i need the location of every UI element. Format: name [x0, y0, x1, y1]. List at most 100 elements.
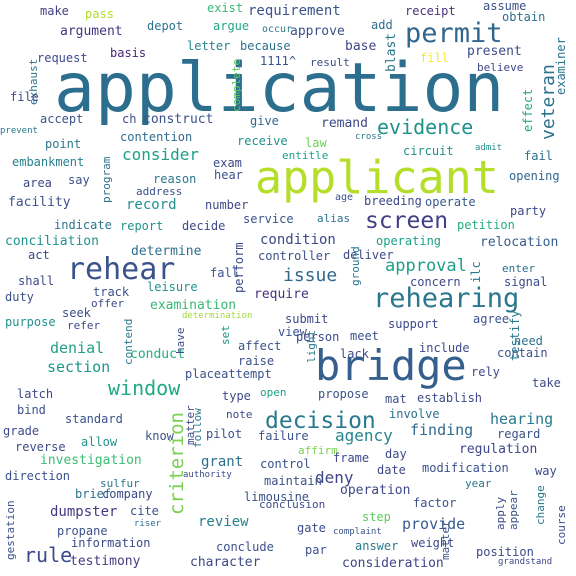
- word-because: because: [240, 39, 291, 53]
- word-permit: permit: [405, 18, 503, 49]
- word-modification: modification: [422, 461, 509, 475]
- word-purpose: purpose: [5, 315, 56, 329]
- word-conclusion: conclusion: [259, 498, 326, 511]
- word-requirement: requirement: [248, 3, 341, 19]
- word-request: request: [37, 51, 88, 65]
- word-report: report: [120, 219, 164, 233]
- word-propane: propane: [57, 524, 108, 538]
- word-party: party: [510, 204, 547, 218]
- word-pilot: pilot: [206, 427, 243, 441]
- word-testify: testify: [508, 310, 522, 361]
- word-accept: accept: [40, 112, 84, 126]
- word-grade: grade: [3, 424, 40, 438]
- word-contend: contend: [122, 318, 135, 365]
- word-seek: seek: [62, 306, 91, 320]
- word-basis: basis: [110, 46, 147, 60]
- word-ilc: ilc: [469, 261, 483, 283]
- word-appear: appear: [507, 490, 520, 530]
- word-obtain: obtain: [502, 10, 546, 24]
- word-examiner: examiner: [554, 37, 568, 95]
- word-occur: occur: [262, 24, 293, 35]
- word-effect: effect: [521, 88, 535, 132]
- word-riser: riser: [134, 519, 162, 529]
- word-latch: latch: [17, 387, 54, 401]
- word-condition: condition: [260, 232, 336, 248]
- word-view: view: [278, 325, 307, 339]
- word-placeattempt: placeattempt: [185, 367, 272, 381]
- word-gate: gate: [297, 521, 326, 535]
- word-argument: argument: [60, 24, 123, 39]
- word-signal: signal: [504, 275, 548, 289]
- word-note: note: [226, 408, 253, 421]
- word-breeding: breeding: [364, 194, 422, 208]
- word-age: age: [335, 192, 354, 203]
- word-bind: bind: [17, 403, 46, 417]
- word-leisure: leisure: [147, 280, 198, 294]
- word-gestation: gestation: [4, 500, 17, 560]
- word-light: light: [305, 329, 318, 363]
- word-regard: regard: [497, 427, 541, 441]
- word-take: take: [532, 376, 561, 390]
- word-hearing: hearing: [490, 410, 554, 428]
- word-address: address: [136, 185, 183, 198]
- word-date: date: [377, 463, 406, 477]
- word-lack: lack: [340, 347, 369, 361]
- word-area: area: [23, 176, 52, 190]
- word-allow: allow: [81, 435, 118, 449]
- word-admit: admit: [475, 143, 503, 153]
- word-investigation: investigation: [40, 453, 142, 468]
- word-1111-: 1111^: [260, 54, 297, 68]
- word-require: require: [254, 287, 309, 302]
- word-authority: authority: [183, 470, 232, 480]
- word-include: include: [419, 341, 470, 355]
- word-add: add: [371, 18, 393, 32]
- word-day: day: [385, 447, 407, 461]
- word-character: character: [190, 555, 261, 570]
- word-petition: petition: [457, 218, 515, 232]
- word-fall: fall: [210, 266, 239, 280]
- word-grandstand: grandstand: [498, 557, 553, 567]
- word-reverse: reverse: [15, 440, 66, 454]
- word-conciliation: conciliation: [5, 234, 99, 249]
- word-applicant: applicant: [255, 151, 499, 204]
- word-operating: operating: [376, 234, 442, 248]
- word-affirm: affirm: [298, 444, 338, 457]
- word-rehear: rehear: [67, 252, 176, 287]
- word-affect: affect: [238, 339, 282, 353]
- word-reason: reason: [153, 172, 197, 186]
- word-conduct: conduct: [130, 347, 185, 362]
- word-year: year: [465, 477, 492, 490]
- word-give: give: [250, 114, 279, 128]
- word-factor: factor: [413, 496, 457, 510]
- word-service: service: [243, 212, 294, 226]
- word-track: track: [93, 285, 130, 299]
- word-assume: assume: [483, 0, 527, 13]
- word-program: program: [100, 156, 113, 203]
- word-answer: answer: [355, 539, 399, 553]
- word-hear: hear: [214, 168, 243, 182]
- word-operate: operate: [425, 195, 476, 209]
- word-denial: denial: [50, 339, 105, 357]
- word-complete: complete: [230, 59, 243, 112]
- word-application: application: [54, 49, 505, 128]
- word-grant: grant: [201, 454, 244, 470]
- word-examination: examination: [150, 298, 237, 313]
- word-law: law: [305, 136, 327, 150]
- word-submit: submit: [285, 312, 329, 326]
- word-par: par: [305, 543, 327, 557]
- word-finding: finding: [410, 421, 474, 439]
- word-agree: agree: [473, 312, 510, 326]
- word-contention: contention: [120, 130, 193, 144]
- word-direction: direction: [5, 469, 71, 483]
- word-open: open: [260, 386, 287, 399]
- word-offer: offer: [91, 297, 125, 310]
- word-need: need: [514, 334, 543, 348]
- word-perform: perform: [232, 242, 246, 293]
- word-evidence: evidence: [377, 115, 474, 139]
- word-follow: follow: [191, 408, 204, 448]
- word-dumpster: dumpster: [50, 504, 118, 520]
- word-propose: propose: [318, 387, 369, 401]
- word-fill: fill: [420, 51, 449, 65]
- word-person: person: [296, 330, 340, 344]
